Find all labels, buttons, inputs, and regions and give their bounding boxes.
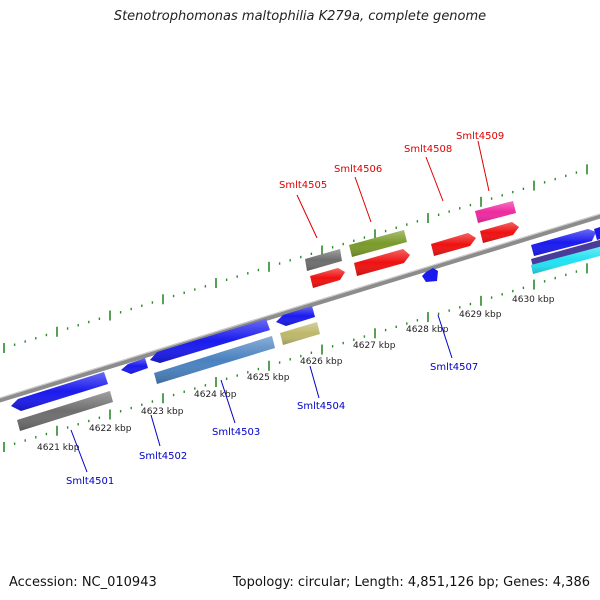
gene-feature[interactable] <box>11 372 108 411</box>
forward-strand-genes <box>305 201 600 288</box>
genome-summary-text: Topology: circular; Length: 4,851,126 bp… <box>232 575 590 590</box>
tick-track-top <box>3 164 588 353</box>
kbp-label: 4623 kbp <box>141 407 184 417</box>
gene-feature[interactable] <box>150 319 270 363</box>
kbp-label: 4629 kbp <box>459 310 502 320</box>
gene-labels-top: Smlt4505 Smlt4506 Smlt4508 Smlt4509 <box>279 131 504 191</box>
gene-label[interactable]: Smlt4509 <box>456 131 504 142</box>
gene-feature[interactable] <box>531 239 600 267</box>
kbp-label: 4627 kbp <box>353 341 396 351</box>
gene-label[interactable]: Smlt4507 <box>430 362 478 373</box>
gene-feature[interactable] <box>276 306 315 326</box>
gene-feature[interactable] <box>354 249 410 276</box>
gene-label[interactable]: Smlt4508 <box>404 144 452 155</box>
accession-text: Accession: NC_010943 <box>9 575 157 590</box>
map-title: Stenotrophomonas maltophilia K279a, comp… <box>113 9 487 24</box>
genome-backbone-highlight <box>0 213 600 399</box>
kbp-label: 4622 kbp <box>89 424 132 434</box>
kbp-label: 4621 kbp <box>37 443 80 453</box>
kbp-label: 4628 kbp <box>406 325 449 335</box>
genome-backbone <box>0 213 600 403</box>
gene-feature[interactable] <box>594 226 600 240</box>
gene-label[interactable]: Smlt4502 <box>139 451 187 462</box>
kbp-label: 4626 kbp <box>300 357 343 367</box>
gene-feature[interactable] <box>17 391 113 431</box>
gene-feature[interactable] <box>422 268 438 282</box>
reverse-strand-genes <box>11 268 438 431</box>
tick-track-bottom <box>3 263 588 452</box>
gene-labels-bottom: Smlt4501 Smlt4502 Smlt4503 Smlt4504 Smlt… <box>66 362 478 487</box>
kbp-label: 4625 kbp <box>247 373 290 383</box>
kbp-label: 4630 kbp <box>512 295 555 305</box>
gene-feature[interactable] <box>154 336 275 384</box>
gene-label[interactable]: Smlt4504 <box>297 401 345 412</box>
gene-label[interactable]: Smlt4503 <box>212 427 260 438</box>
kbp-label: 4624 kbp <box>194 390 237 400</box>
gene-feature[interactable] <box>121 358 148 374</box>
gene-feature[interactable] <box>480 222 519 243</box>
gene-feature[interactable] <box>280 322 320 345</box>
gene-feature[interactable] <box>305 249 342 271</box>
gene-label[interactable]: Smlt4505 <box>279 180 327 191</box>
gene-feature[interactable] <box>531 246 600 274</box>
kbp-scale: 4621 kbp 4622 kbp 4623 kbp 4624 kbp 4625… <box>37 295 555 453</box>
gene-feature[interactable] <box>531 229 596 256</box>
leader-lines <box>70 140 490 473</box>
gene-feature[interactable] <box>310 268 345 288</box>
gene-label[interactable]: Smlt4506 <box>334 164 382 175</box>
gene-feature[interactable] <box>431 233 476 256</box>
gene-feature[interactable] <box>475 201 516 223</box>
gene-label[interactable]: Smlt4501 <box>66 476 114 487</box>
gene-feature[interactable] <box>349 230 407 257</box>
